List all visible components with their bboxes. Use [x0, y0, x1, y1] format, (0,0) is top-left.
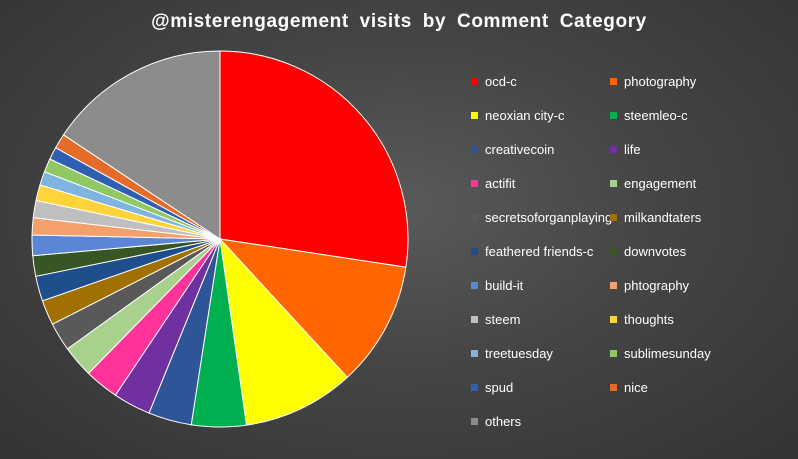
legend-label: actifit	[485, 175, 516, 191]
legend-swatch	[471, 417, 478, 425]
legend-label: ocd-c	[485, 73, 517, 89]
legend-item: engagement	[610, 166, 760, 200]
legend-label: steem	[485, 311, 521, 327]
legend-item: ocd-c	[471, 64, 610, 98]
legend-swatch	[471, 315, 478, 323]
legend-item: steem	[471, 302, 610, 336]
pie-slice-photography	[218, 238, 407, 379]
legend-swatch	[471, 247, 478, 255]
legend: ocd-c photography neoxian city-c steemleo-c…	[471, 64, 760, 438]
legend-label: secretsoforganplaying	[485, 209, 613, 225]
legend-label: milkandtaters	[624, 209, 702, 225]
legend-label: downvotes	[624, 243, 687, 259]
legend-item: secretsoforganplaying	[471, 200, 613, 234]
legend-swatch	[610, 349, 617, 357]
legend-swatch	[471, 213, 478, 221]
legend-label: phtography	[624, 277, 690, 293]
legend-item: steemleo-c	[610, 98, 760, 132]
legend-swatch	[610, 179, 617, 187]
legend-label: engagement	[624, 175, 697, 191]
legend-swatch	[471, 281, 478, 289]
legend-swatch	[610, 315, 617, 323]
pie-slice-neoxian-city-c	[219, 237, 349, 426]
chart-title: @misterengagement visits by Comment Cate…	[151, 11, 647, 32]
legend-swatch	[610, 281, 617, 289]
legend-label: others	[485, 413, 522, 429]
legend-label: sublimesunday	[624, 345, 711, 361]
legend-item: life	[610, 132, 760, 166]
pie-slice-ocd-c	[219, 50, 409, 268]
legend-swatch	[610, 77, 617, 85]
legend-swatch	[471, 349, 478, 357]
legend-item: spud	[471, 370, 610, 404]
legend-swatch	[610, 247, 617, 255]
legend-item: photography	[610, 64, 760, 98]
legend-label: nice	[624, 379, 648, 395]
legend-label: build-it	[485, 277, 524, 293]
legend-item: treetuesday	[471, 336, 610, 370]
legend-label: spud	[485, 379, 514, 395]
legend-swatch	[471, 77, 478, 85]
legend-item: neoxian city-c	[471, 98, 610, 132]
legend-label: life	[624, 141, 641, 157]
legend-swatch	[471, 111, 478, 119]
legend-item: actifit	[471, 166, 610, 200]
legend-item: phtography	[610, 268, 760, 302]
legend-swatch	[471, 179, 478, 187]
legend-item: feathered friends-c	[471, 234, 610, 268]
legend-label: neoxian city-c	[485, 107, 565, 123]
legend-label: photography	[624, 73, 697, 89]
legend-item: milkandtaters	[610, 200, 760, 234]
legend-item: thoughts	[610, 302, 760, 336]
legend-item: creativecoin	[471, 132, 610, 166]
legend-swatch	[610, 111, 617, 119]
legend-item: others	[471, 404, 610, 438]
legend-label: steemleo-c	[624, 107, 688, 123]
legend-item: downvotes	[610, 234, 760, 268]
legend-swatch	[471, 145, 478, 153]
legend-label: creativecoin	[485, 141, 555, 157]
legend-swatch	[610, 383, 617, 391]
legend-swatch	[610, 145, 617, 153]
legend-label: treetuesday	[485, 345, 553, 361]
legend-label: feathered friends-c	[485, 243, 594, 259]
legend-label: thoughts	[624, 311, 674, 327]
legend-swatch	[610, 213, 617, 221]
legend-item: build-it	[471, 268, 610, 302]
legend-swatch	[471, 383, 478, 391]
pie-slice-others	[62, 50, 221, 240]
legend-item: sublimesunday	[610, 336, 760, 370]
legend-item: nice	[610, 370, 760, 404]
